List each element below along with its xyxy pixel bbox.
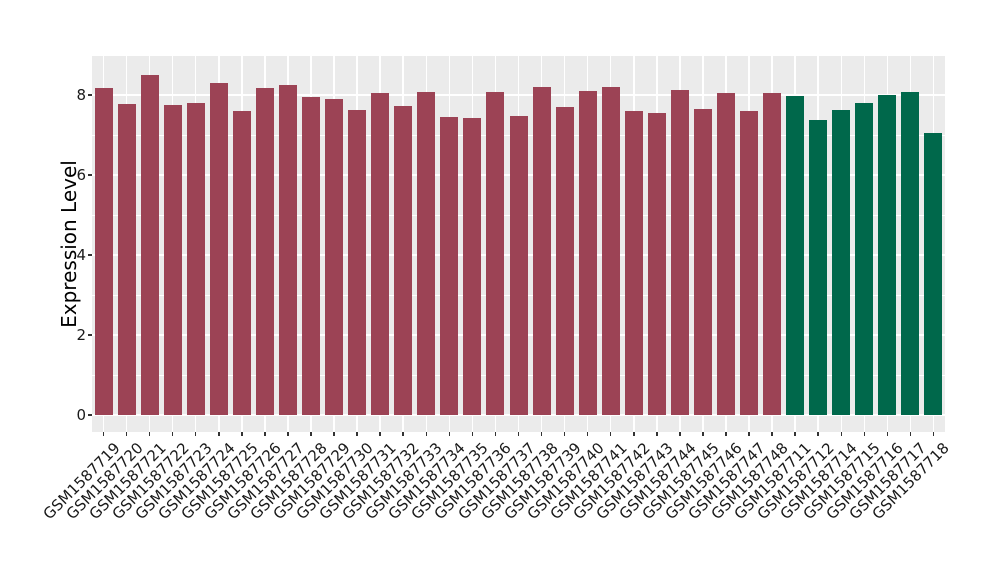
x-tick <box>771 432 773 436</box>
bar-GSM1587731 <box>371 93 390 415</box>
x-tick <box>102 432 105 436</box>
bar-GSM1587712 <box>809 120 828 415</box>
x-tick <box>310 432 312 436</box>
y-tick-label: 4 <box>76 245 86 264</box>
bar-GSM1587740 <box>578 91 597 415</box>
x-tick <box>194 432 197 436</box>
bar-GSM1587730 <box>348 109 367 415</box>
bar-GSM1587726 <box>255 88 274 415</box>
x-tick <box>633 432 635 436</box>
x-tick <box>494 432 497 436</box>
y-tick <box>88 334 92 336</box>
bar-GSM1587748 <box>763 93 782 415</box>
x-tick <box>517 432 520 436</box>
bar-GSM1587746 <box>716 93 735 415</box>
y-tick-label: 6 <box>76 165 86 184</box>
x-tick <box>264 432 266 436</box>
x-tick <box>656 432 658 436</box>
x-tick <box>125 432 128 436</box>
x-tick <box>840 432 842 436</box>
x-tick <box>794 432 796 436</box>
y-axis-title: Expression Level <box>57 160 81 328</box>
bar-GSM1587745 <box>693 109 712 415</box>
y-tick-label: 2 <box>76 325 86 344</box>
bar-GSM1587722 <box>163 105 182 415</box>
x-tick <box>379 432 381 436</box>
x-tick <box>333 432 335 436</box>
x-tick <box>817 432 819 436</box>
x-tick <box>471 432 474 436</box>
x-tick <box>425 432 428 436</box>
y-tick <box>88 94 92 96</box>
bar-GSM1587734 <box>440 117 459 415</box>
x-tick <box>886 432 889 436</box>
bar-GSM1587737 <box>509 115 528 415</box>
y-tick <box>88 414 92 416</box>
x-tick <box>679 432 681 436</box>
bar-GSM1587725 <box>232 110 251 415</box>
x-tick <box>356 432 358 436</box>
bar-GSM1587736 <box>486 92 505 415</box>
bar-GSM1587739 <box>555 107 574 415</box>
bar-GSM1587742 <box>624 111 643 415</box>
x-tick <box>218 432 220 436</box>
bar-GSM1587711 <box>786 95 805 415</box>
y-tick <box>88 254 92 256</box>
bar-GSM1587715 <box>855 103 874 415</box>
x-tick <box>402 432 404 436</box>
bar-GSM1587733 <box>417 92 436 415</box>
x-tick <box>171 432 174 436</box>
y-tick <box>88 174 92 176</box>
x-tick <box>748 432 750 436</box>
x-tick <box>540 432 543 436</box>
x-tick <box>586 432 589 436</box>
y-tick-label: 0 <box>76 405 86 424</box>
bar-GSM1587729 <box>325 99 344 415</box>
x-tick <box>287 432 289 436</box>
bar-GSM1587720 <box>117 104 136 415</box>
y-tick-label: 8 <box>76 85 86 104</box>
x-tick <box>909 432 912 436</box>
bar-GSM1587744 <box>670 89 689 415</box>
x-tick <box>725 432 727 436</box>
bar-GSM1587738 <box>532 86 551 415</box>
x-tick <box>932 432 935 436</box>
x-tick <box>148 432 151 436</box>
bar-GSM1587735 <box>463 117 482 415</box>
bar-GSM1587741 <box>601 86 620 415</box>
x-tick <box>702 432 704 436</box>
bar-GSM1587724 <box>209 83 228 415</box>
bar-GSM1587716 <box>878 94 897 415</box>
bar-GSM1587717 <box>901 92 920 415</box>
x-tick <box>563 432 566 436</box>
bar-GSM1587747 <box>740 110 759 415</box>
bar-GSM1587723 <box>186 103 205 415</box>
bar-GSM1587727 <box>278 85 297 415</box>
x-tick <box>863 432 866 436</box>
bar-GSM1587719 <box>94 88 113 415</box>
bar-GSM1587732 <box>394 105 413 415</box>
bar-GSM1587743 <box>647 113 666 415</box>
bar-GSM1587718 <box>924 133 943 415</box>
bar-GSM1587728 <box>302 97 320 415</box>
x-tick <box>241 432 243 436</box>
x-tick <box>448 432 451 436</box>
bar-GSM1587714 <box>832 110 851 415</box>
x-tick <box>609 432 612 436</box>
bar-GSM1587721 <box>140 75 159 415</box>
plot-panel <box>92 56 945 432</box>
